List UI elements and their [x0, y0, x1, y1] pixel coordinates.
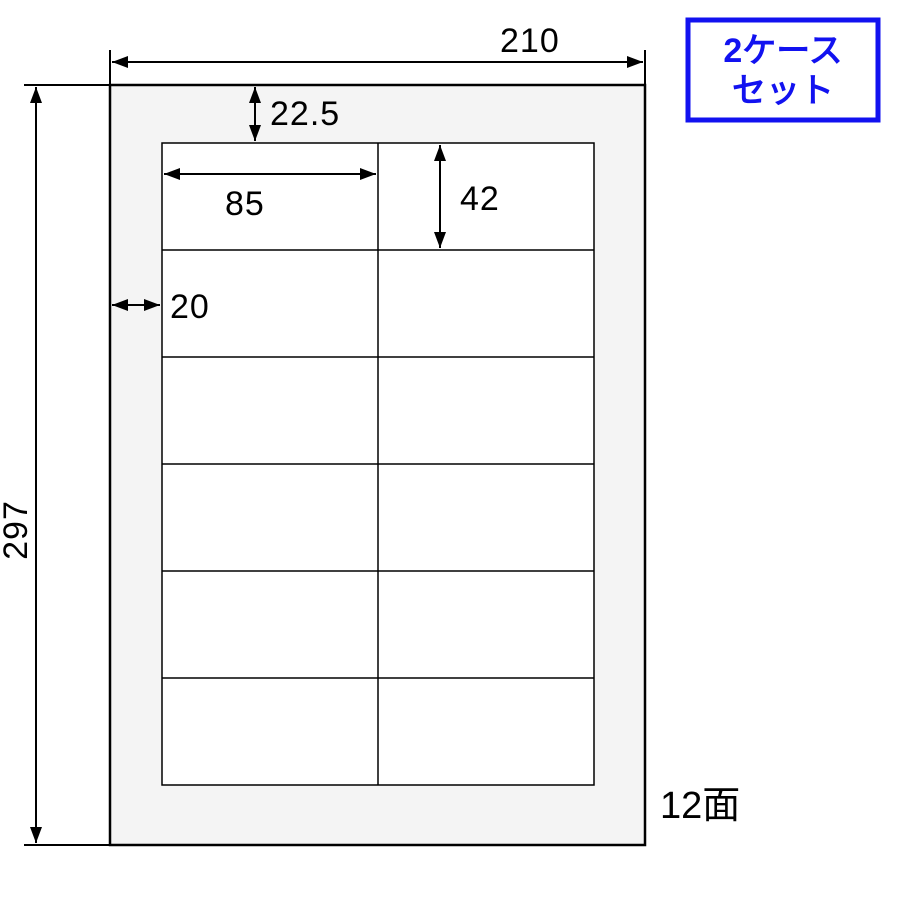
- label-grid: [162, 143, 594, 785]
- dim-label_height: 42: [460, 180, 500, 218]
- dim-top_margin: 22.5: [270, 95, 340, 133]
- dim-page_height: 297: [0, 500, 35, 560]
- dim-label_width: 85: [225, 185, 265, 223]
- set-badge: 2ケースセット: [688, 20, 878, 120]
- dim-left_margin: 20: [170, 288, 210, 326]
- dim-page_width: 210: [500, 22, 560, 60]
- badge-line1: 2ケース: [723, 32, 842, 70]
- label-count: 12面: [660, 785, 740, 827]
- badge-line2: セット: [732, 72, 834, 110]
